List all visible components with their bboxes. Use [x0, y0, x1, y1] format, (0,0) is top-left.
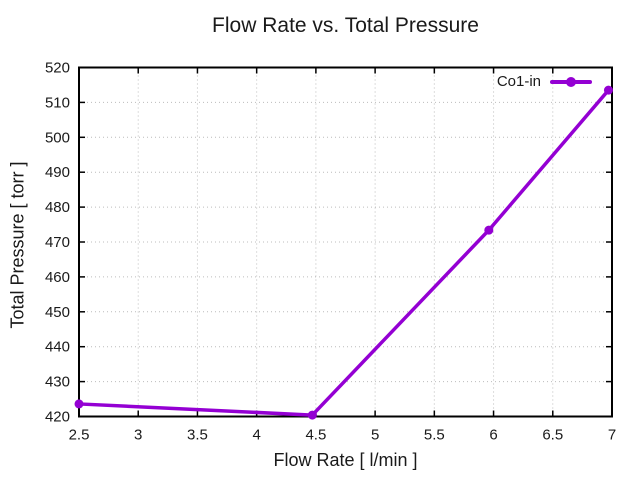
- x-tick-label: 6.5: [542, 427, 563, 444]
- y-tick-label: 440: [45, 339, 70, 356]
- x-tick-label: 6: [489, 427, 497, 444]
- legend: Co1-in: [497, 73, 592, 91]
- y-tick-label: 470: [45, 234, 70, 251]
- x-axis-label: Flow Rate [ l/min ]: [273, 450, 418, 470]
- x-tick-label: 3.5: [187, 427, 208, 444]
- data-point-marker: [484, 225, 494, 235]
- y-tick-label: 430: [45, 374, 70, 391]
- y-tick-label: 420: [45, 409, 70, 426]
- y-tick-label: 520: [45, 60, 70, 77]
- x-tick-label: 4.5: [305, 427, 326, 444]
- x-tick-label: 2.5: [69, 427, 90, 444]
- chart-title: Flow Rate vs. Total Pressure: [212, 14, 479, 37]
- x-tick-label: 3: [134, 427, 142, 444]
- x-tick-label: 5.5: [424, 427, 445, 444]
- data-point-marker: [307, 410, 317, 420]
- x-tick-label: 7: [608, 427, 616, 444]
- data-line: [77, 88, 611, 417]
- y-tick-label: 450: [45, 304, 70, 321]
- data-point-marker: [74, 399, 84, 409]
- legend-series-label: Co1-in: [496, 73, 541, 90]
- x-tick-label: 5: [371, 427, 379, 444]
- y-tick-label: 490: [45, 164, 70, 181]
- legend-line-sample: [550, 77, 592, 87]
- y-tick-label: 500: [45, 129, 70, 146]
- y-tick-label: 460: [45, 269, 70, 286]
- y-tick-label: 510: [45, 94, 70, 111]
- plot-border: [78, 66, 613, 418]
- legend-point-marker-icon: [566, 77, 576, 87]
- y-axis-label: Total Pressure [ torr ]: [7, 161, 28, 329]
- y-tick-label: 480: [45, 199, 70, 216]
- data-point-marker: [603, 85, 613, 95]
- x-tick-label: 4: [252, 427, 260, 444]
